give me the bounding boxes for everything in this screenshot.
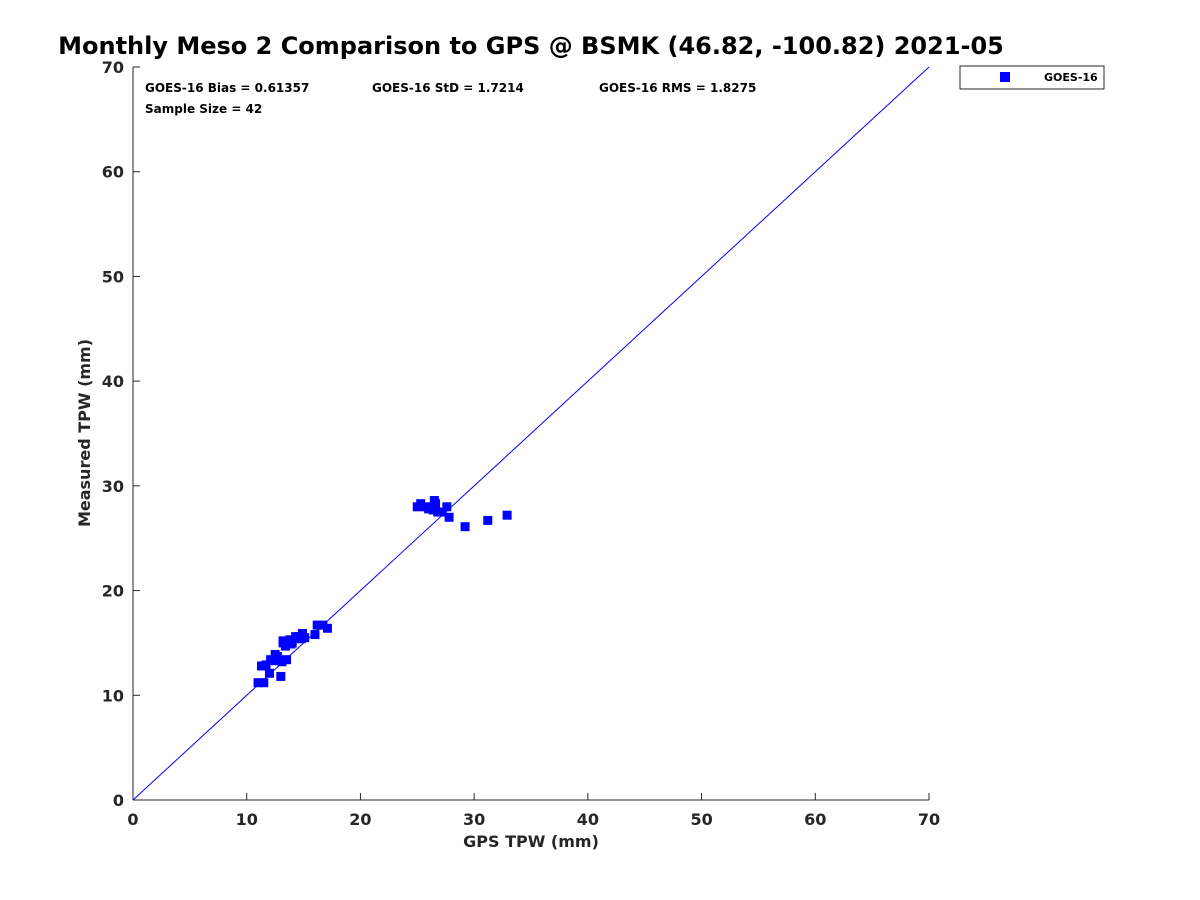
y-tick-label: 10	[102, 686, 124, 705]
legend-box	[959, 65, 1105, 90]
data-point	[278, 636, 288, 646]
data-point	[259, 678, 269, 688]
data-point	[483, 515, 493, 525]
data-point	[280, 641, 290, 651]
data-point	[310, 630, 320, 640]
y-tick-label: 20	[102, 582, 124, 601]
x-tick-label: 10	[236, 810, 258, 829]
y-tick-label: 60	[102, 163, 124, 182]
data-point	[270, 649, 280, 659]
data-point	[428, 505, 438, 515]
std-stat: GOES-16 StD = 1.7214	[372, 81, 524, 95]
x-tick-label: 40	[577, 810, 599, 829]
x-tick-label: 0	[127, 810, 138, 829]
data-point	[312, 620, 322, 630]
x-tick-label: 20	[349, 810, 371, 829]
y-tick-label: 0	[113, 791, 124, 810]
legend-label: GOES-16	[1044, 71, 1098, 84]
x-tick-label: 60	[804, 810, 826, 829]
data-point	[266, 655, 276, 665]
x-tick-label: 50	[690, 810, 712, 829]
legend: GOES-16	[959, 65, 1105, 90]
sample-size-stat: Sample Size = 42	[145, 102, 262, 116]
data-point	[502, 510, 512, 520]
axes: 0 10 20 30 40 50 60 70 0 10 20 30 40 50 60 70	[102, 58, 940, 829]
reference-line-layer	[132, 66, 930, 801]
data-points	[253, 496, 512, 688]
data-point	[444, 512, 454, 522]
data-point	[318, 620, 328, 630]
data-point	[433, 507, 443, 517]
y-tick-label: 70	[102, 58, 124, 77]
y-axis-label: Measured TPW (mm)	[75, 339, 94, 527]
chart-title: Monthly Meso 2 Comparison to GPS @ BSMK …	[58, 32, 1004, 60]
data-point	[430, 499, 440, 509]
data-point	[442, 502, 452, 512]
one-to-one-line	[132, 66, 930, 801]
data-point	[253, 678, 263, 688]
y-tick-label: 40	[102, 372, 124, 391]
x-axis-label: GPS TPW (mm)	[463, 832, 599, 851]
data-point	[256, 661, 266, 671]
bias-stat: GOES-16 Bias = 0.61357	[145, 81, 309, 95]
data-point	[276, 671, 286, 681]
data-point	[296, 634, 306, 644]
y-tick-label: 30	[102, 477, 124, 496]
data-point	[322, 623, 332, 633]
data-point	[264, 668, 274, 678]
data-point	[261, 660, 271, 670]
data-point	[282, 655, 292, 665]
y-tick-label: 50	[102, 267, 124, 286]
data-point	[286, 639, 296, 649]
x-tick-label: 30	[463, 810, 485, 829]
data-point	[416, 499, 426, 509]
rms-stat: GOES-16 RMS = 1.8275	[599, 81, 756, 95]
data-point	[460, 522, 470, 532]
data-point	[277, 657, 287, 667]
data-point	[437, 507, 447, 517]
x-tick-label: 70	[918, 810, 940, 829]
legend-marker	[1000, 72, 1010, 82]
